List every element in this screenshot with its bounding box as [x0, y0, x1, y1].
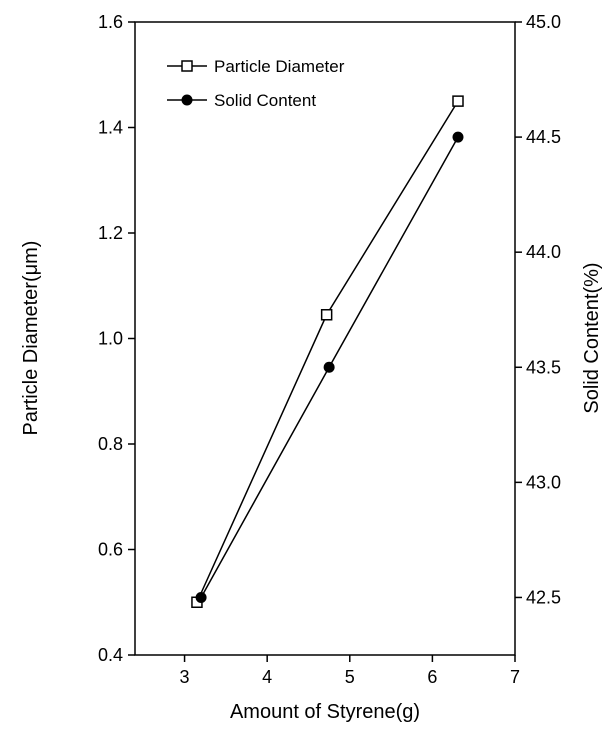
plot-frame	[134, 21, 516, 656]
x-axis-title: Amount of Styrene(g)	[230, 701, 420, 723]
y-tick-label: 1.6	[98, 12, 123, 32]
y-tick-label: 0.6	[98, 540, 123, 560]
circle-point	[452, 131, 464, 143]
y2-tick-label: 44.5	[526, 127, 561, 147]
series-layer	[191, 95, 464, 608]
legend: Particle Diameter Solid Content	[167, 57, 345, 110]
legend-circle-marker	[181, 94, 193, 106]
y2-axis: 42.5 43.0 43.5 44.0 44.5 45.0	[515, 12, 561, 607]
y2-tick-label: 44.0	[526, 242, 561, 262]
circle-point	[323, 361, 335, 373]
y-axis-title: Particle Diameter(μm)	[20, 241, 42, 436]
y-tick-label: 0.8	[98, 434, 123, 454]
y-tick-label: 1.2	[98, 223, 123, 243]
y2-tick-label: 43.5	[526, 357, 561, 377]
y2-tick-label: 42.5	[526, 587, 561, 607]
square-point	[320, 309, 333, 321]
y-axis: 0.4 0.6 0.8 1.0 1.2 1.4 1.6	[98, 12, 135, 665]
legend-square-marker	[181, 60, 193, 72]
x-tick-label: 4	[262, 667, 272, 687]
x-tick-label: 5	[345, 667, 355, 687]
x-tick-label: 6	[427, 667, 437, 687]
y-tick-label: 0.4	[98, 645, 123, 665]
legend-label: Solid Content	[214, 91, 316, 110]
y-tick-label: 1.0	[98, 329, 123, 349]
series-line-1	[196, 100, 459, 603]
y2-tick-label: 45.0	[526, 12, 561, 32]
y2-tick-label: 43.0	[526, 472, 561, 492]
x-tick-label: 3	[180, 667, 190, 687]
legend-label: Particle Diameter	[214, 57, 345, 76]
y2-axis-title: Solid Content(%)	[581, 262, 603, 413]
x-tick-label: 7	[510, 667, 520, 687]
y-tick-label: 1.4	[98, 118, 123, 138]
square-point	[452, 95, 464, 107]
circle-point	[195, 591, 207, 603]
x-axis: 3 4 5 6 7	[180, 655, 520, 687]
